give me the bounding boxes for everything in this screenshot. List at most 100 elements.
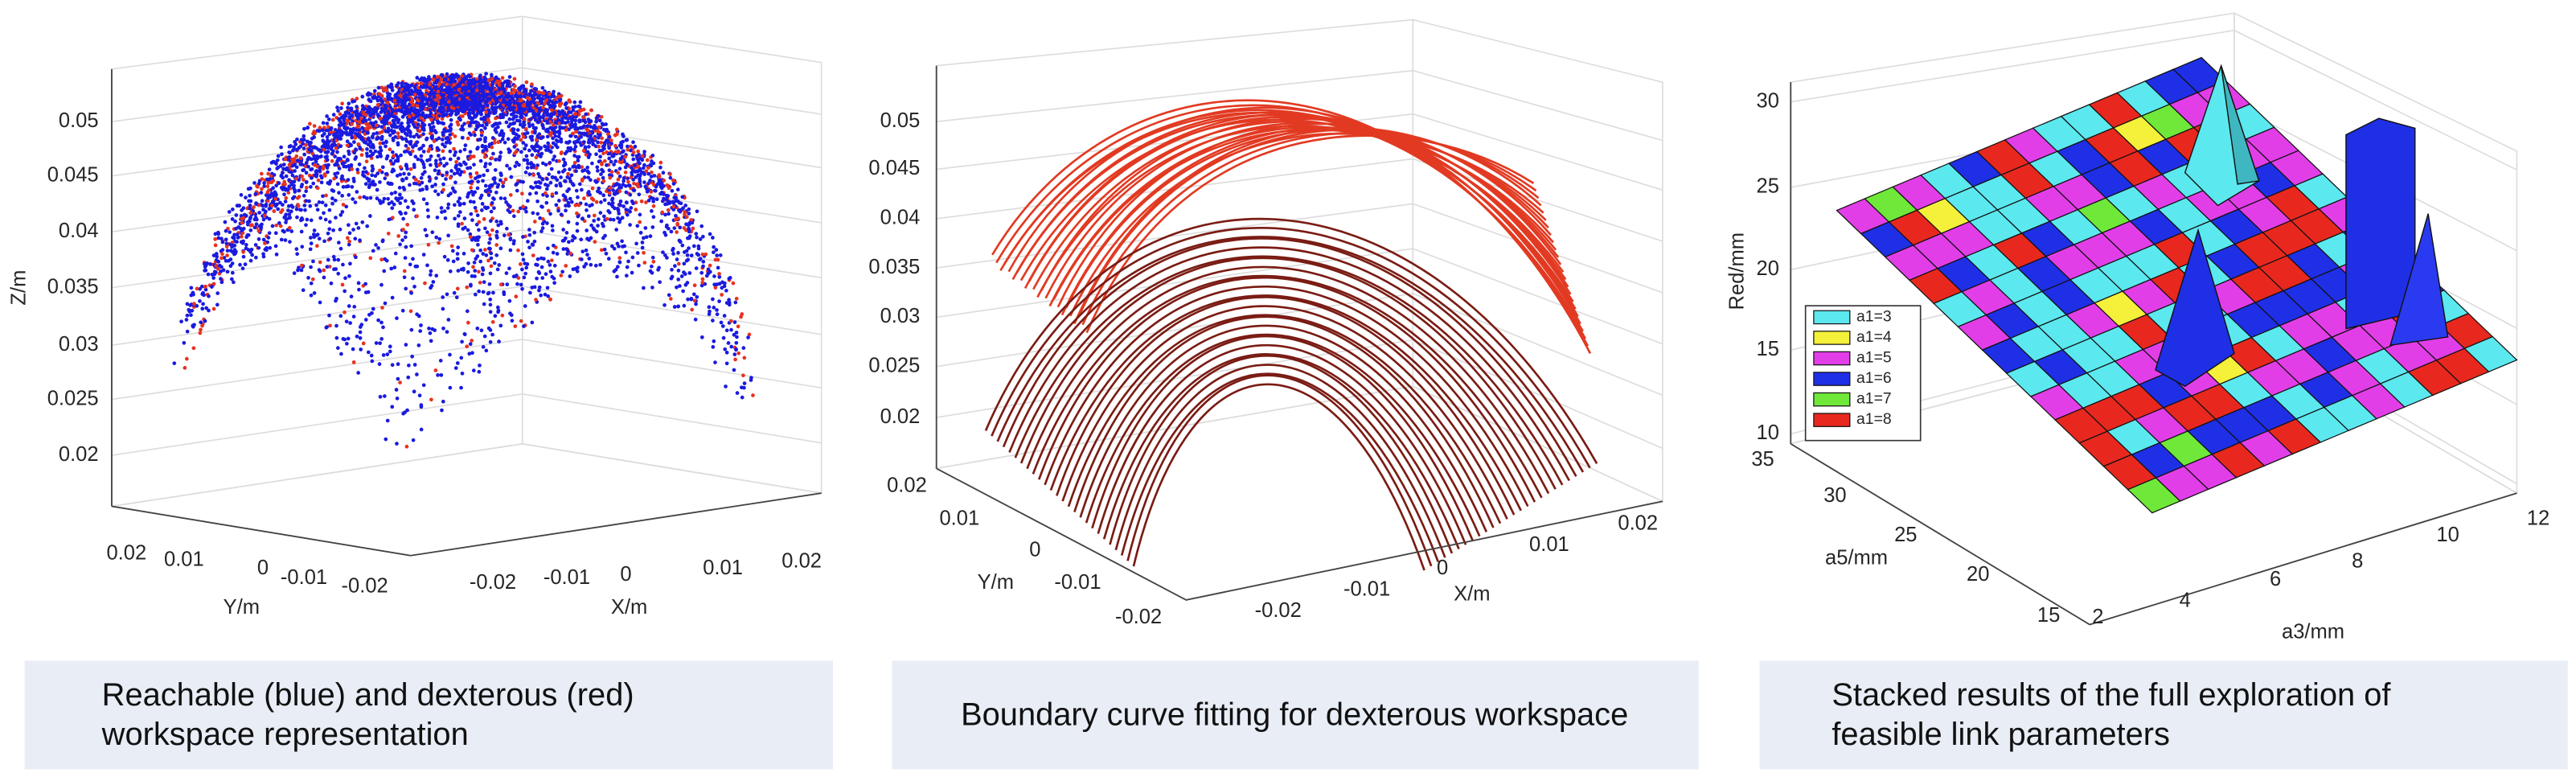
point — [549, 166, 554, 171]
point — [379, 110, 384, 114]
point — [451, 106, 456, 111]
point — [527, 232, 532, 237]
point — [552, 281, 556, 286]
point — [521, 235, 525, 239]
point — [449, 244, 454, 249]
point — [383, 176, 388, 181]
point — [600, 161, 604, 166]
point — [484, 121, 489, 125]
point — [453, 216, 457, 221]
point — [576, 195, 580, 199]
point — [393, 134, 398, 139]
point — [416, 122, 420, 127]
point — [248, 211, 253, 216]
point — [210, 285, 214, 289]
point — [699, 224, 704, 228]
point — [536, 269, 541, 274]
point — [589, 262, 593, 267]
point — [453, 100, 457, 105]
point — [240, 240, 245, 245]
point — [265, 246, 269, 250]
point — [646, 198, 651, 203]
point — [376, 246, 380, 250]
point — [234, 213, 239, 217]
point — [576, 203, 581, 208]
point — [493, 181, 498, 185]
point — [749, 376, 753, 380]
caption-box — [24, 660, 833, 770]
point — [456, 83, 461, 88]
point — [404, 230, 408, 235]
point — [494, 116, 498, 121]
point — [534, 166, 539, 171]
point — [335, 105, 339, 110]
point — [330, 158, 334, 163]
point — [448, 129, 453, 133]
point — [566, 204, 571, 208]
point — [184, 356, 189, 361]
point — [347, 152, 351, 156]
point — [392, 154, 396, 158]
point — [429, 92, 433, 97]
point — [496, 223, 501, 228]
point — [537, 285, 542, 290]
point — [421, 143, 425, 148]
point — [490, 76, 494, 81]
point — [235, 240, 240, 244]
point — [260, 204, 265, 208]
point — [597, 149, 602, 153]
point — [561, 247, 566, 251]
point — [665, 223, 669, 228]
point — [494, 190, 498, 195]
point — [617, 244, 621, 249]
point — [594, 119, 598, 124]
point — [348, 127, 353, 132]
point — [362, 174, 367, 179]
point — [315, 154, 319, 158]
point — [395, 397, 400, 401]
point — [350, 121, 355, 126]
point — [375, 103, 380, 107]
point — [466, 191, 471, 195]
point — [211, 253, 216, 257]
point — [381, 88, 386, 92]
point — [596, 140, 600, 145]
point — [329, 281, 334, 286]
point — [239, 193, 244, 197]
point — [445, 206, 450, 210]
point — [523, 304, 527, 308]
point — [430, 327, 435, 331]
point — [512, 100, 517, 105]
point — [294, 176, 298, 181]
point — [322, 239, 326, 244]
point — [568, 274, 572, 278]
point — [312, 157, 317, 161]
point — [629, 206, 634, 210]
point — [561, 193, 566, 198]
point — [669, 229, 674, 234]
point — [599, 172, 603, 176]
point — [281, 228, 285, 233]
point — [481, 252, 486, 256]
point — [613, 133, 617, 138]
point — [462, 76, 466, 81]
point — [452, 189, 456, 193]
point — [230, 270, 235, 275]
point — [398, 242, 402, 247]
point — [292, 145, 296, 150]
point — [488, 297, 493, 302]
point — [542, 257, 546, 261]
point — [588, 204, 592, 208]
point — [448, 385, 453, 390]
point — [441, 121, 446, 126]
point — [508, 122, 513, 126]
point — [729, 327, 733, 332]
point — [351, 360, 356, 364]
point — [315, 129, 320, 133]
point — [446, 103, 451, 108]
point — [638, 212, 642, 217]
point — [325, 114, 329, 118]
point — [606, 257, 611, 261]
point — [304, 171, 309, 175]
